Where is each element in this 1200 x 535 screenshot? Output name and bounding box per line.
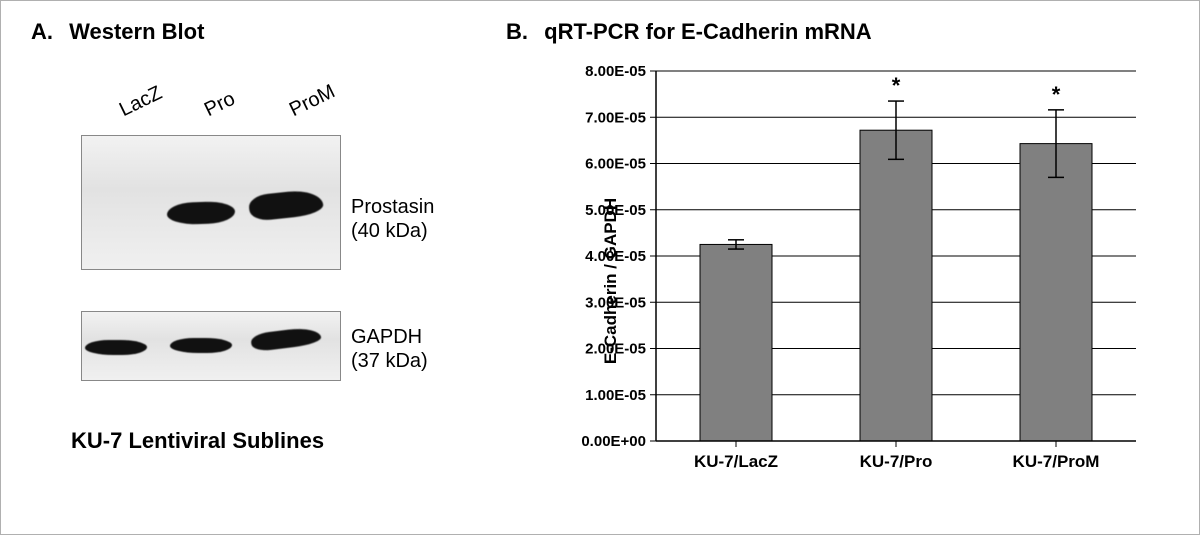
blot-band (248, 188, 324, 222)
panel-a-letter: A. (31, 19, 53, 44)
lane-label: LacZ (116, 82, 166, 122)
lane-label: Pro (201, 88, 239, 122)
blot-band (170, 338, 232, 353)
gapdh-strip (81, 311, 341, 381)
gapdh-annotation: GAPDH (37 kDa) (351, 325, 481, 373)
blot-band (167, 201, 236, 225)
panel-a: A. Western Blot LacZ Pro ProM Prostasin (4… (31, 19, 506, 518)
bar (860, 130, 932, 441)
blot-band (250, 325, 322, 351)
blot-band (85, 340, 147, 355)
lane-labels: LacZ Pro ProM (101, 63, 361, 123)
gapdh-name: GAPDH (351, 325, 481, 349)
panel-b-title: B. qRT-PCR for E-Cadherin mRNA (506, 19, 1183, 45)
prostasin-mw: (40 kDa) (351, 219, 481, 243)
lane-label: ProM (286, 80, 339, 122)
prostasin-strip (81, 135, 341, 270)
panel-b: B. qRT-PCR for E-Cadherin mRNA E-Cadheri… (506, 19, 1183, 518)
chart-wrap: E-Cadherin / GAPDH 0.00E+001.00E-052.00E… (546, 61, 1146, 501)
significance-star: * (1052, 82, 1061, 107)
x-tick-label: KU-7/ProM (1013, 452, 1100, 471)
panel-a-title: A. Western Blot (31, 19, 506, 45)
gapdh-mw: (37 kDa) (351, 349, 481, 373)
significance-star: * (892, 73, 901, 98)
panel-a-title-text: Western Blot (69, 19, 204, 44)
sublines-caption: KU-7 Lentiviral Sublines (71, 428, 324, 454)
x-tick-label: KU-7/LacZ (694, 452, 778, 471)
y-tick-label: 1.00E-05 (585, 387, 646, 404)
prostasin-annotation: Prostasin (40 kDa) (351, 195, 481, 243)
panel-b-title-text: qRT-PCR for E-Cadherin mRNA (544, 19, 872, 44)
panel-b-letter: B. (506, 19, 528, 44)
bar-chart: 0.00E+001.00E-052.00E-053.00E-054.00E-05… (546, 61, 1146, 501)
figure-root: A. Western Blot LacZ Pro ProM Prostasin (4… (0, 0, 1200, 535)
y-tick-label: 7.00E-05 (585, 109, 646, 126)
prostasin-name: Prostasin (351, 195, 481, 219)
bar (1020, 144, 1092, 441)
y-tick-label: 0.00E+00 (581, 433, 646, 450)
y-axis-label: E-Cadherin / GAPDH (601, 198, 621, 364)
x-tick-label: KU-7/Pro (860, 452, 933, 471)
y-tick-label: 8.00E-05 (585, 63, 646, 80)
y-tick-label: 6.00E-05 (585, 156, 646, 173)
blot-area: LacZProProM Prostasin (40 kDa) GAPDH (37… (31, 53, 461, 483)
bar (700, 244, 772, 441)
